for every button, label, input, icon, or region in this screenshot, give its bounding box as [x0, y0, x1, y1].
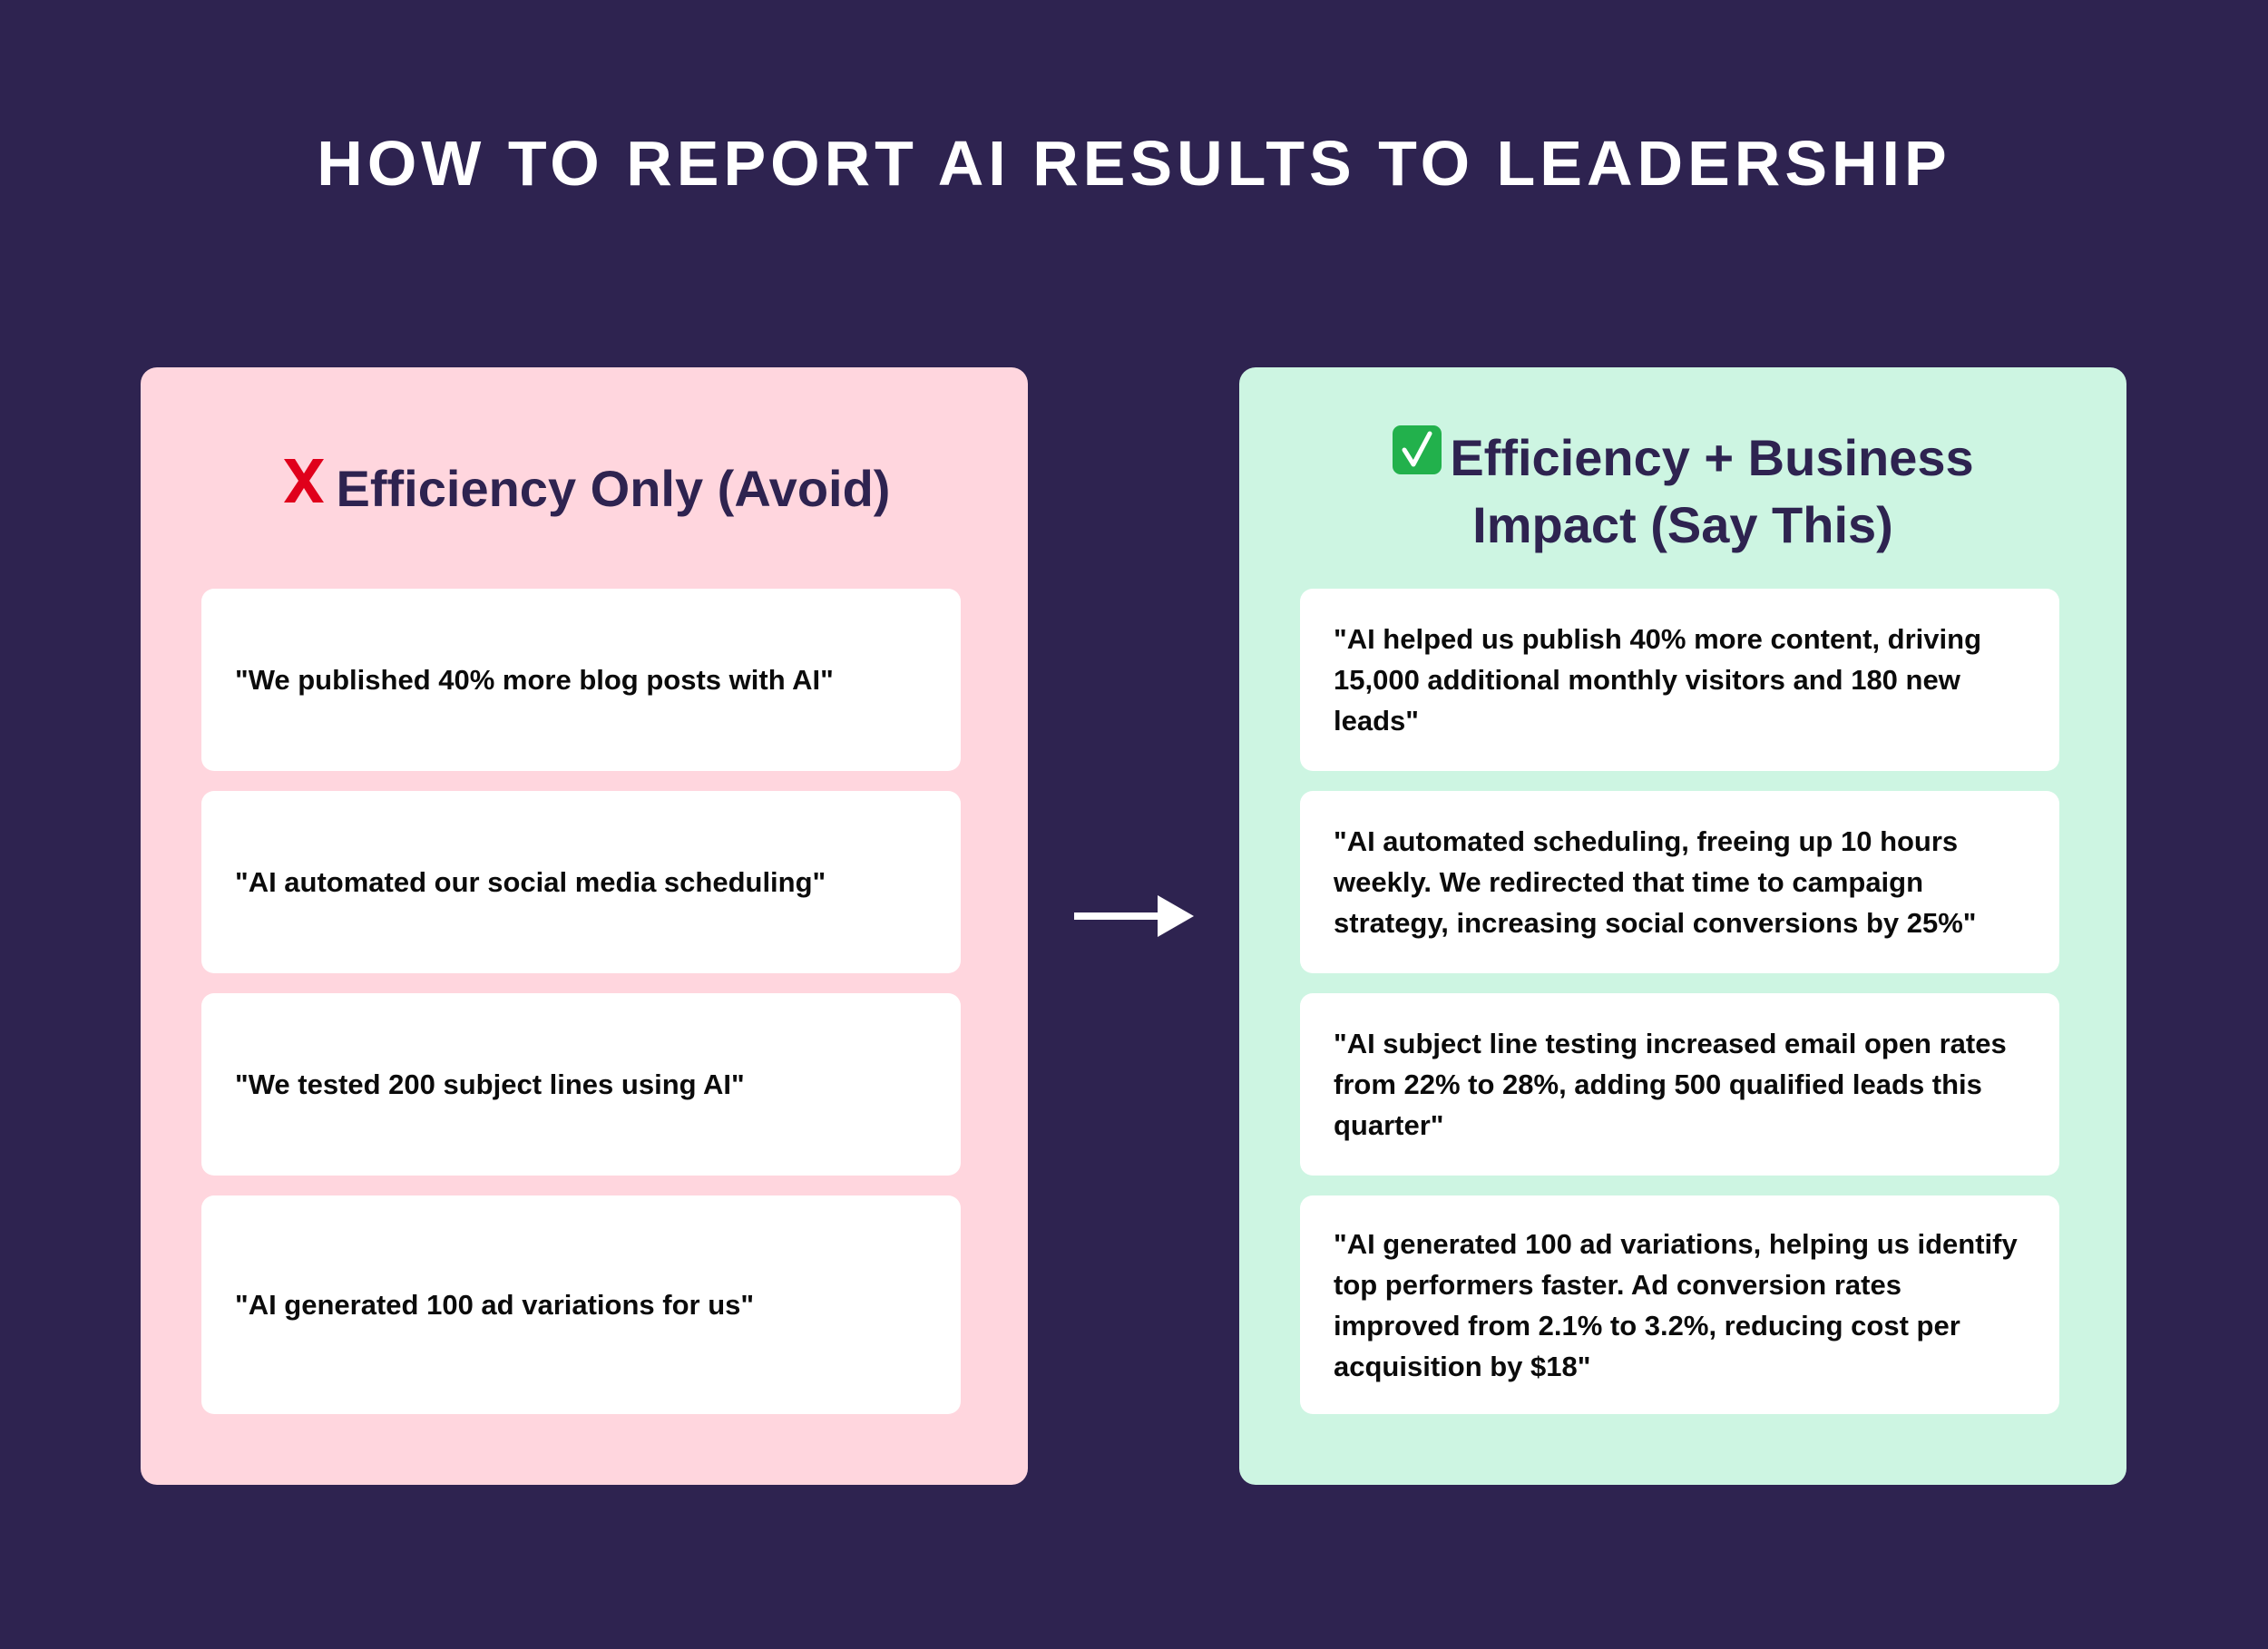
- quote-card: "AI helped us publish 40% more content, …: [1300, 589, 2059, 771]
- quote-text: "We published 40% more blog posts with A…: [235, 664, 834, 696]
- panel-heading-line1: Efficiency + Business: [1450, 429, 1974, 486]
- check-mark-button-icon: [1392, 424, 1442, 489]
- quote-card: "We published 40% more blog posts with A…: [201, 589, 961, 771]
- quote-card: "AI automated scheduling, freeing up 10 …: [1300, 791, 2059, 973]
- quote-text: "AI subject line testing increased email…: [1334, 1028, 2007, 1141]
- efficiency-only-panel: Efficiency Only (Avoid) "We published 40…: [141, 367, 1028, 1485]
- right-arrow-icon: [1074, 895, 1194, 937]
- business-impact-panel: Efficiency + Business Impact (Say This) …: [1239, 367, 2126, 1485]
- panel-heading-say-this: Efficiency + Business Impact (Say This): [1239, 424, 2126, 556]
- quote-text: "AI generated 100 ad variations, helping…: [1334, 1227, 2018, 1382]
- quote-card: "AI subject line testing increased email…: [1300, 993, 2059, 1176]
- quote-text: "AI automated scheduling, freeing up 10 …: [1334, 825, 1977, 939]
- quote-card: "AI automated our social media schedulin…: [201, 791, 961, 973]
- panel-heading-text: Efficiency Only (Avoid): [336, 460, 891, 517]
- panel-heading-avoid: Efficiency Only (Avoid): [141, 458, 1028, 525]
- panel-heading-line2: Impact (Say This): [1472, 495, 1893, 553]
- quote-text: "AI automated our social media schedulin…: [235, 866, 826, 898]
- quote-card: "AI generated 100 ad variations, helping…: [1300, 1195, 2059, 1414]
- quote-text: "AI helped us publish 40% more content, …: [1334, 623, 1982, 737]
- page-title: HOW TO REPORT AI RESULTS TO LEADERSHIP: [317, 128, 1951, 199]
- quote-text: "We tested 200 subject lines using AI": [235, 1068, 745, 1100]
- quote-card: "We tested 200 subject lines using AI": [201, 993, 961, 1176]
- quote-text: "AI generated 100 ad variations for us": [235, 1289, 755, 1321]
- cross-mark-icon: [279, 455, 329, 520]
- quote-card: "AI generated 100 ad variations for us": [201, 1195, 961, 1414]
